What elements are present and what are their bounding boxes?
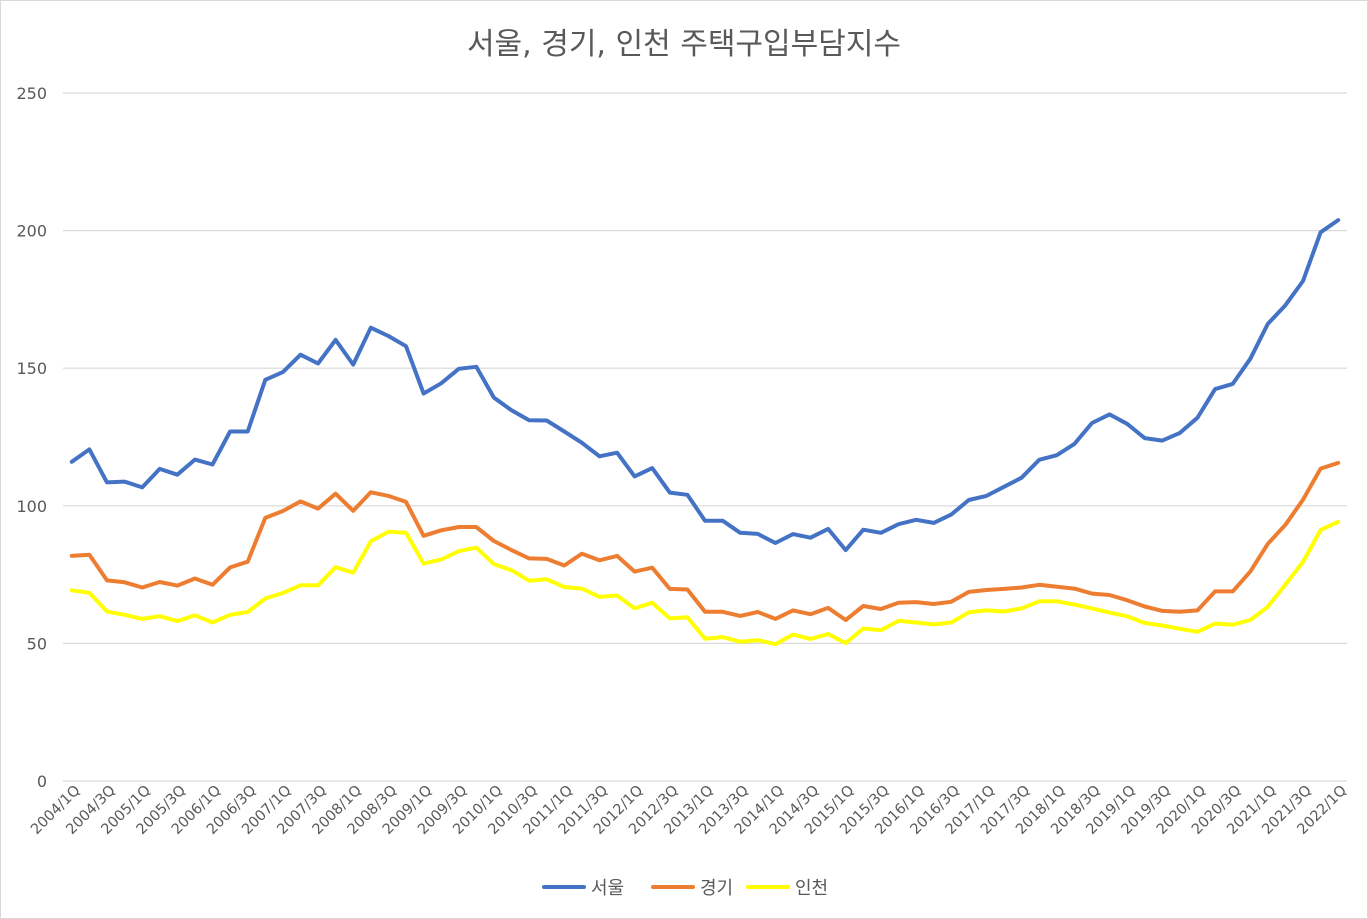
y-axis-ticks: 0 50 100 150 200 250 (16, 84, 47, 791)
y-tick-label: 150 (16, 359, 47, 378)
y-tick-label: 250 (16, 84, 47, 103)
chart-title: 서울, 경기, 인천 주택구입부담지수 (467, 27, 901, 62)
x-axis-ticks: 2004/1Q2004/3Q2005/1Q2005/3Q2006/1Q2006/… (28, 783, 1350, 838)
y-tick-label: 200 (16, 222, 47, 241)
y-tick-label: 100 (16, 497, 47, 516)
legend-label: 경기 (700, 878, 733, 899)
series-lines (69, 218, 1341, 647)
legend-label: 인천 (795, 878, 828, 899)
legend: 서울 경기 인천 (542, 878, 828, 899)
series-line-0 (69, 218, 1341, 553)
series-line-2 (69, 519, 1341, 647)
gridlines (63, 92, 1347, 782)
series-line-1 (69, 460, 1341, 622)
y-tick-label: 50 (27, 634, 47, 653)
legend-label: 서울 (591, 878, 624, 899)
y-tick-label: 0 (37, 772, 47, 791)
